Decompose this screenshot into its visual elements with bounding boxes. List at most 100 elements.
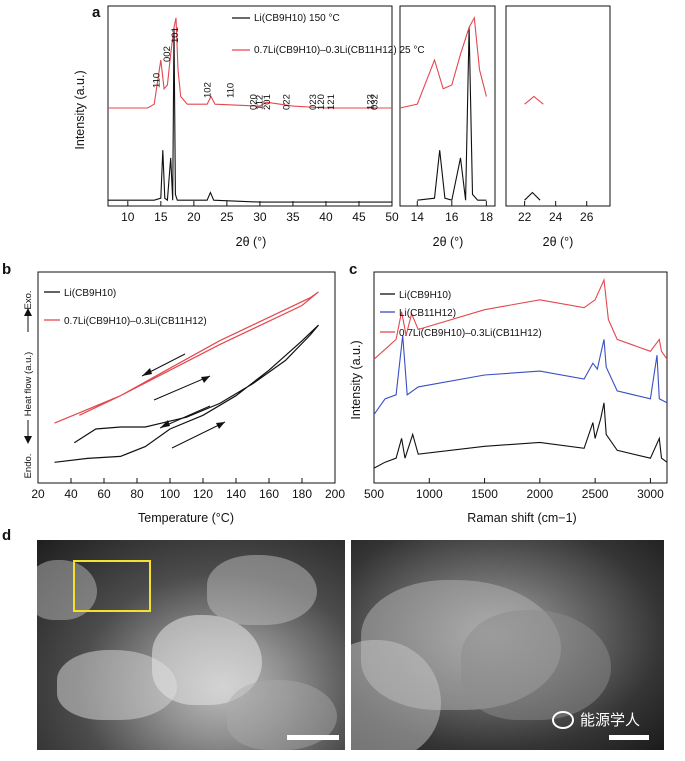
panel-b-tick-label: 140 [226,487,246,501]
panel-b-exo-arrowhead [24,308,32,316]
panel-b-exo-label: Exo. [23,290,34,309]
panel-b-tick-label: 160 [259,487,279,501]
panel-a-inset2-tick-label: 22 [518,210,532,224]
panel-a-series [108,15,544,203]
panel-c-tick-label: 2500 [582,487,609,501]
panel-a-series-1-sub0 [108,17,392,109]
peak-label: 023 [308,94,319,110]
legend-b-black-label: Li(CB9H10) [64,288,116,299]
panel-a-inset2-frame [505,5,611,207]
peak-label: 110 [152,73,163,88]
panel-b-xlabel: Temperature (°C) [138,511,234,525]
panel-a-main-tick-label: 35 [286,210,300,224]
panel-b-tick-label: 120 [193,487,213,501]
panel-a-main-frame [107,5,393,207]
legend-b-red-label: 0.7Li(CB9H10)–0.3Li(CB11H12) [64,316,207,327]
panel-a-inset1-frame [399,5,496,207]
panel-b-series-0 [54,324,319,463]
legend-c-black-label: Li(CB9H10) [399,290,451,301]
panel-c-frame [373,271,668,484]
panel-b-tick-label: 200 [325,487,345,501]
scale-bar-left [287,735,339,740]
panel-a-main-tick-label: 25 [220,210,234,224]
panel-a-main-tick-label: 10 [121,210,135,224]
panel-b-tick-label: 100 [160,487,180,501]
panel-a-xlabel-inset2: 2θ (°) [543,235,574,249]
panel-b-tick-label: 180 [292,487,312,501]
legend-c-red-label: 0.7Li(CB9H10)–0.3Li(CB11H12) [399,328,542,339]
sem-image-overview [37,540,345,750]
peak-label: 110 [226,83,237,98]
zoom-region-box [73,560,151,612]
panel-c-series-1 [373,335,668,415]
legend-a-black-label: Li(CB9H10) 150 °C [254,13,340,24]
watermark: 能源学人 [551,709,640,730]
panel-a-series-0-sub1 [417,27,487,201]
panel-a-main-xticks: 10 15 20 25 30 35 40 45 50 [121,201,399,224]
panel-a-main-tick-label: 15 [154,210,168,224]
panel-c-tick-label: 1000 [416,487,443,501]
peak-label: 002 [162,46,173,62]
panel-a-inset1-tick-label: 18 [480,210,494,224]
peak-label: 102 [202,82,213,98]
panel-a-ylabel: Intensity (a.u.) [73,70,87,149]
panel-a-inset2-tick-label: 26 [580,210,594,224]
panel-b-tick-label: 80 [130,487,144,501]
peak-label: 120 [316,94,327,110]
panel-c-series-0 [373,402,668,469]
panel-a-series-0-sub0 [108,27,392,203]
peak-label: 022 [282,94,293,110]
panel-a-main-tick-label: 40 [319,210,333,224]
panel-a-main-tick-label: 45 [352,210,366,224]
panel-c-tick-label: 1500 [471,487,498,501]
panel-a-main-tick-label: 20 [187,210,201,224]
panel-c-series [373,277,668,469]
peak-label: 032 [370,94,381,110]
panel-a-series-0-sub2 [524,191,541,201]
peak-label: 101 [170,27,181,43]
watermark-text: 能源学人 [579,711,640,729]
panel-a-inset2-xticks: 22 24 26 [518,201,594,224]
panel-b-xticks: 20 40 60 80 100 120 140 160 180 200 [31,478,345,501]
panel-b-endo-label: Endo. [23,454,34,479]
panel-a-xlabel-main: 2θ (°) [236,235,267,249]
panel-c-tick-label: 3000 [637,487,664,501]
panel-b-tick-label: 40 [64,487,78,501]
panel-c-ylabel: Intensity (a.u.) [349,340,363,419]
panel-a-inset2-tick-label: 24 [549,210,563,224]
panel-b-series-1 [54,291,319,424]
wechat-icon [551,710,574,729]
panel-c-xlabel: Raman shift (cm−1) [467,511,576,525]
panel-b-series [54,291,319,463]
peak-label: 112 [255,95,266,110]
scale-bar-right [609,735,649,740]
panel-a-main-tick-label: 30 [253,210,267,224]
panel-a-inset1-tick-label: 14 [411,210,425,224]
panel-a-main-tick-label: 50 [385,210,399,224]
panel-a-inset1-xticks: 14 16 18 [411,201,494,224]
panel-b-ylabel: Heat flow (a.u.) [23,352,34,416]
panel-a-inset1-tick-label: 16 [445,210,459,224]
peak-label: 020 [249,94,260,110]
panel-c-letter: c [349,261,357,278]
panel-b-letter: b [2,261,11,278]
panel-b-frame [37,271,336,484]
peak-label: 201 [262,94,273,110]
panel-c-series-2 [373,277,668,360]
panel-d-letter: d [2,527,11,544]
panel-c-xticks: 500 1000 1500 2000 2500 3000 [364,478,664,501]
peak-label: 121 [326,94,337,110]
panel-c-tick-label: 500 [364,487,384,501]
panel-a-xlabel-inset1: 2θ (°) [433,235,464,249]
panel-b-endo-arrowhead [24,436,32,444]
panel-b-tick-label: 20 [31,487,45,501]
legend-c-blue-label: Li(CB11H12) [399,308,456,319]
panel-a-series-1-sub1 [399,15,487,109]
peak-label: 123 [366,94,377,110]
legend-a-red-label: 0.7Li(CB9H10)–0.3Li(CB11H12) 25 °C [254,45,425,56]
panel-b-direction-arrows [141,353,226,449]
sem-image-zoom: 能源学人 [351,540,664,750]
panel-a-series-1-sub2 [524,95,544,105]
